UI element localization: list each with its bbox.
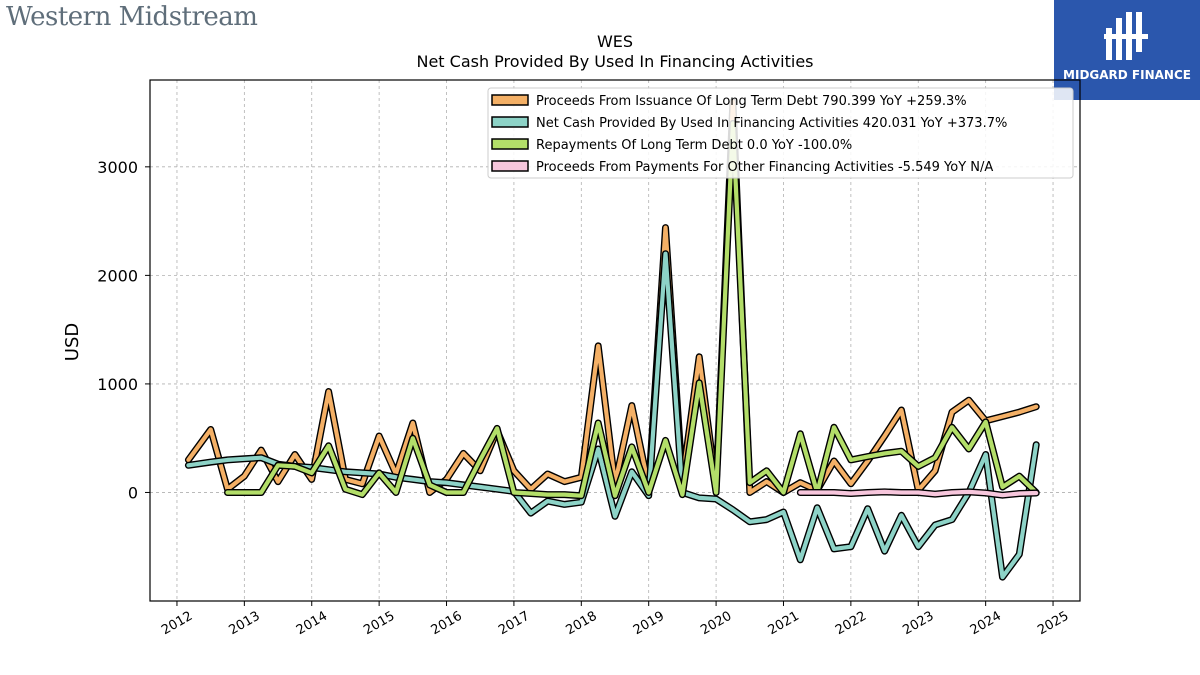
- series-repayments: [224, 119, 1040, 500]
- legend-label: Repayments Of Long Term Debt 0.0 YoY -10…: [536, 138, 852, 153]
- chart-subtitle: Net Cash Provided By Used In Financing A…: [416, 52, 814, 71]
- legend-label: Proceeds From Issuance Of Long Term Debt…: [536, 94, 967, 109]
- badge-label: MIDGARD FINANCE: [1063, 68, 1191, 82]
- x-tick-label: 2018: [563, 609, 599, 639]
- series-line: [225, 121, 1039, 498]
- plot-frame: [149, 79, 1081, 602]
- x-tick-label: 2013: [227, 609, 263, 639]
- y-tick-label: 1000: [97, 375, 138, 394]
- x-tick-label: 2015: [361, 609, 397, 639]
- x-tick-label: 2012: [159, 609, 195, 639]
- legend-label: Proceeds From Payments For Other Financi…: [536, 160, 993, 175]
- series-other: [796, 488, 1040, 499]
- legend-swatch: [491, 94, 529, 106]
- legend-swatch: [491, 160, 529, 172]
- company-logo: Western Midstream: [6, 2, 258, 32]
- legend-label: Net Cash Provided By Used In Financing A…: [536, 116, 1007, 131]
- x-tick-label: 2014: [294, 609, 330, 639]
- series-net_cash: [184, 250, 1040, 581]
- midgard-finance-badge: MIDGARD FINANCE: [1054, 0, 1200, 100]
- x-tick-label: 2017: [496, 609, 532, 639]
- x-tick-label: 2016: [429, 609, 465, 639]
- legend-box: [487, 87, 1074, 179]
- x-tick-label: 2023: [900, 609, 936, 639]
- series-outline: [224, 119, 1040, 500]
- x-tick-label: 2019: [631, 609, 667, 639]
- legend-swatch: [491, 138, 529, 150]
- y-tick-label: 0: [128, 483, 138, 502]
- chart-title: WES: [596, 32, 634, 51]
- midgard-logo-icon: [1104, 12, 1148, 60]
- x-tick-label: 2020: [698, 609, 734, 639]
- y-axis-label: USD: [62, 323, 83, 361]
- legend-swatch: [491, 116, 529, 128]
- x-tick-label: 2021: [766, 609, 802, 639]
- series-line: [798, 489, 1039, 498]
- x-tick-label: 2022: [833, 609, 869, 639]
- x-tick-label: 2024: [968, 609, 1004, 639]
- y-tick-label: 2000: [97, 266, 138, 285]
- y-tick-label: 3000: [97, 158, 138, 177]
- series-line: [186, 251, 1039, 580]
- x-tick-label: 2025: [1035, 609, 1071, 639]
